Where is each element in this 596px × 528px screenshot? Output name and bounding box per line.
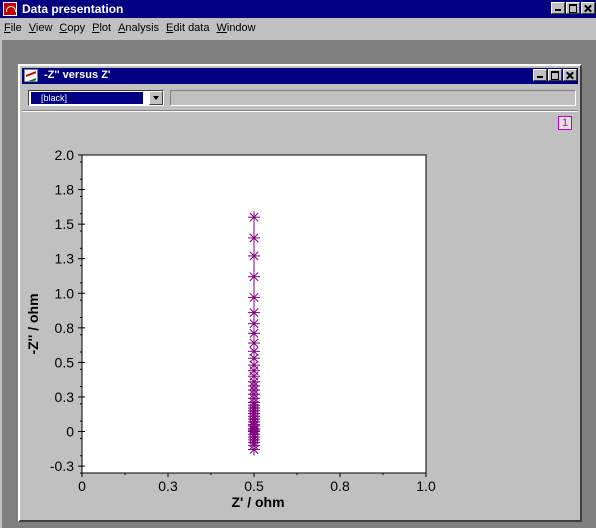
x-tick-label: 0 <box>78 478 86 494</box>
minimize-button[interactable] <box>551 2 565 14</box>
page-number-badge[interactable]: 1 <box>558 116 572 130</box>
data-point <box>248 306 260 319</box>
y-tick-label: -0.3 <box>50 458 74 474</box>
y-tick-label: 0 <box>66 424 74 440</box>
series-select-value: [black] <box>31 92 143 104</box>
y-tick-label: 2.0 <box>55 147 75 163</box>
menu-edit-data[interactable]: Edit data <box>166 22 210 34</box>
menubar: File View Copy Plot Analysis Edit data Window <box>0 18 596 38</box>
x-tick-label: 0.5 <box>244 478 264 494</box>
app-titlebar: Data presentation <box>0 0 596 18</box>
plot-maximize-button[interactable] <box>548 69 562 81</box>
y-tick-label: 1.3 <box>55 251 75 267</box>
y-tick-label: 1.0 <box>55 285 75 301</box>
chevron-down-icon[interactable] <box>149 91 163 105</box>
data-point <box>248 231 260 244</box>
plot-window-controls <box>532 69 577 81</box>
menu-view[interactable]: View <box>28 22 53 34</box>
app-window-controls <box>550 2 595 14</box>
y-axis-label: -Z'' / ohm <box>25 293 41 354</box>
toolbar-divider <box>22 110 578 112</box>
plot-canvas: 2.01.81.51.31.00.80.50.30-0.30 0.3 0.5 0.8 1… <box>25 147 436 510</box>
plot-minimize-button[interactable] <box>533 69 547 81</box>
plot-status-field <box>170 90 576 106</box>
menu-file[interactable]: File <box>4 22 22 34</box>
data-point <box>248 270 260 283</box>
y-tick-label: 0.8 <box>55 320 75 336</box>
plot-window-titlebar: -Z'' versus Z' <box>22 68 578 84</box>
app-icon[interactable] <box>3 2 17 16</box>
chart-icon[interactable] <box>24 69 38 82</box>
y-tick-label: 1.8 <box>55 182 75 198</box>
close-button[interactable] <box>581 2 595 14</box>
data-point <box>248 291 260 304</box>
maximize-button[interactable] <box>566 2 580 14</box>
menu-window[interactable]: Window <box>216 22 256 34</box>
menu-plot[interactable]: Plot <box>92 22 112 34</box>
y-tick-label: 0.5 <box>55 354 75 370</box>
x-tick-label: 1.0 <box>416 478 436 494</box>
plot-window-title: -Z'' versus Z' <box>44 69 111 81</box>
data-point <box>248 249 260 262</box>
y-tick-label: 0.3 <box>55 389 75 405</box>
x-tick-label: 0.3 <box>158 478 178 494</box>
x-axis-label: Z' / ohm <box>231 494 284 510</box>
y-tick-label: 1.5 <box>55 216 75 232</box>
plot-window: -Z'' versus Z' [black] 1 2.0 1.8 1.5 1.3 1.0… <box>18 64 582 522</box>
data-point <box>248 211 260 224</box>
plot-close-button[interactable] <box>563 69 577 81</box>
series-select[interactable]: [black] <box>28 90 164 106</box>
data-point <box>248 443 260 456</box>
menu-copy[interactable]: Copy <box>59 22 86 34</box>
app-title: Data presentation <box>22 2 124 16</box>
menu-analysis[interactable]: Analysis <box>118 22 160 34</box>
x-tick-label: 0.8 <box>330 478 350 494</box>
plot-toolbar: [black] <box>24 88 576 106</box>
